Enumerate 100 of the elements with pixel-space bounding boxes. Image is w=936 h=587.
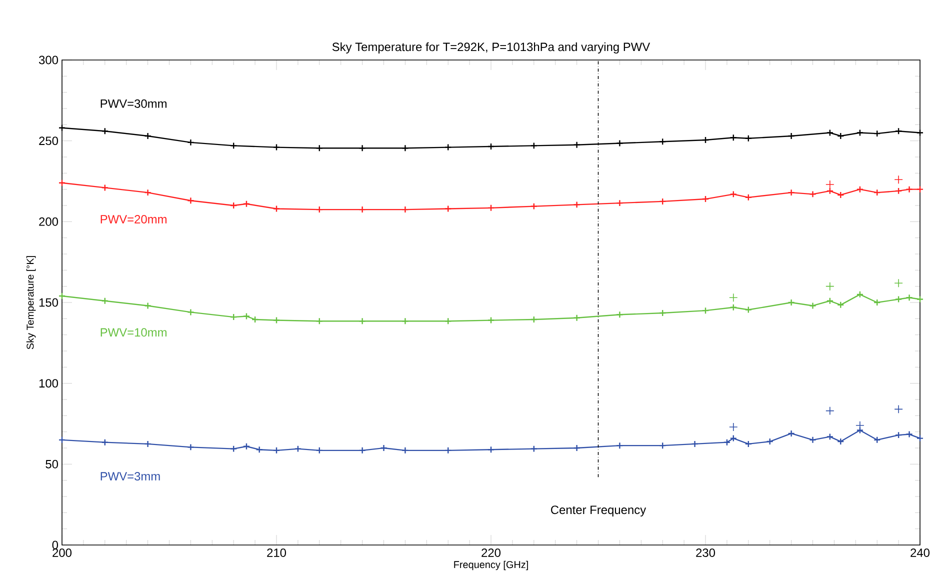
x-tick-label: 230 — [696, 548, 716, 557]
point — [730, 434, 737, 442]
x-axis-title: Frequency [GHz] — [454, 560, 528, 570]
x-tick-label: 210 — [267, 548, 286, 557]
point — [730, 134, 737, 142]
point — [894, 187, 902, 195]
point — [826, 187, 834, 195]
point — [101, 184, 108, 192]
point — [809, 302, 816, 310]
point — [144, 302, 152, 310]
point — [316, 318, 323, 325]
point — [380, 444, 388, 452]
point — [487, 204, 495, 212]
point — [444, 144, 452, 151]
point — [294, 445, 302, 452]
point — [101, 438, 108, 446]
point — [187, 197, 194, 204]
point — [729, 293, 738, 302]
point — [402, 318, 409, 325]
x-tick-label: 200 — [52, 548, 72, 557]
point — [659, 442, 666, 450]
point — [444, 446, 452, 454]
y-tick-label: 50 — [46, 460, 58, 468]
point — [894, 404, 903, 414]
point — [144, 132, 152, 140]
point — [101, 297, 108, 304]
y-tick-label: 100 — [39, 379, 58, 388]
point — [487, 316, 495, 324]
point — [809, 190, 816, 198]
point — [744, 134, 752, 142]
point — [874, 130, 881, 138]
y-tick-label: 0 — [52, 540, 58, 550]
point — [358, 446, 366, 454]
point — [402, 206, 409, 214]
point — [826, 129, 834, 136]
point — [702, 306, 710, 314]
point — [358, 206, 366, 214]
point — [906, 430, 913, 438]
ref-line-label: Center Frequency — [551, 506, 646, 516]
point — [616, 140, 624, 147]
point — [874, 188, 881, 196]
point — [788, 132, 795, 140]
point — [272, 205, 280, 212]
point — [788, 298, 795, 306]
point — [837, 301, 844, 309]
point — [444, 318, 452, 325]
point — [256, 446, 263, 454]
point — [837, 191, 844, 199]
point — [659, 138, 666, 146]
point — [230, 445, 238, 452]
point — [894, 175, 903, 184]
point — [272, 144, 280, 151]
point — [691, 440, 698, 448]
y-tick-label: 200 — [39, 217, 58, 226]
point — [358, 144, 366, 152]
point — [826, 433, 834, 440]
point — [826, 406, 834, 416]
point — [187, 444, 194, 451]
text: PWV=3mm — [100, 472, 160, 481]
point — [230, 313, 238, 321]
point — [402, 446, 409, 454]
y-tick-label: 250 — [39, 136, 58, 146]
point — [242, 312, 250, 320]
x-tick-label: 220 — [482, 548, 501, 557]
point — [573, 141, 580, 148]
point — [573, 314, 580, 322]
point — [230, 142, 238, 150]
y-axis-title: Sky Temperature [°K] — [26, 256, 36, 350]
point — [874, 436, 881, 444]
point — [730, 190, 737, 198]
point — [702, 195, 710, 203]
point — [616, 442, 624, 450]
point — [788, 430, 795, 438]
point — [730, 304, 737, 311]
point — [530, 202, 538, 210]
point — [272, 316, 280, 324]
point — [894, 431, 902, 439]
point — [856, 290, 864, 298]
point — [826, 282, 834, 291]
point — [487, 446, 495, 454]
chart-title: Sky Temperature for T=292K, P=1013hPa and varying PWV — [332, 42, 650, 54]
point — [729, 422, 738, 432]
point — [251, 316, 259, 324]
point — [573, 444, 580, 452]
point — [659, 309, 666, 317]
point — [187, 138, 194, 146]
point — [744, 440, 752, 448]
point — [187, 308, 194, 316]
point — [358, 318, 366, 325]
x-tick-label: 240 — [910, 548, 930, 557]
point — [444, 205, 452, 212]
y-tick-label: 300 — [38, 56, 58, 64]
point — [826, 180, 834, 189]
point — [101, 128, 108, 135]
series-label: PWV=20mm — [100, 215, 166, 224]
series-label: PWV=10mm — [100, 328, 166, 337]
point — [856, 186, 864, 193]
point — [894, 278, 903, 288]
point — [616, 311, 624, 318]
point — [659, 198, 666, 206]
